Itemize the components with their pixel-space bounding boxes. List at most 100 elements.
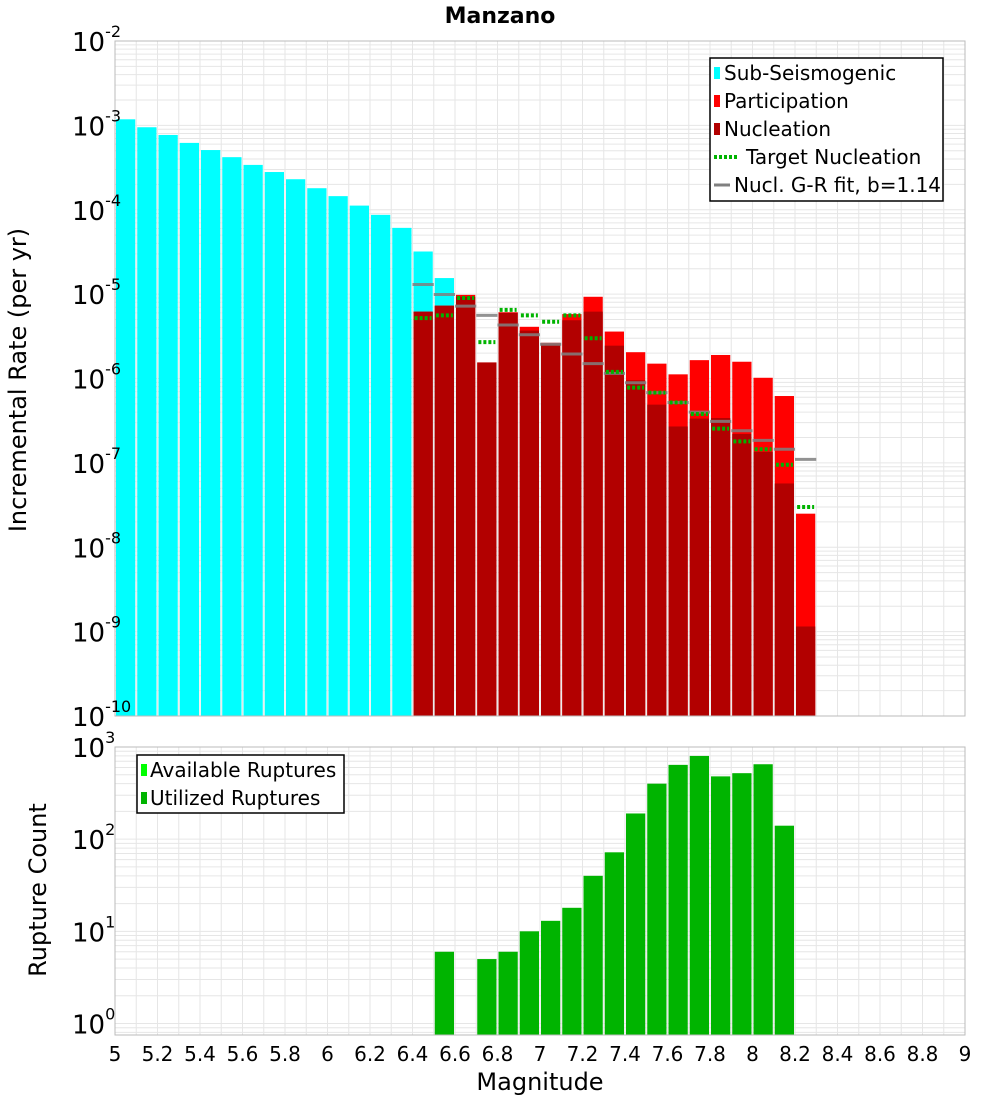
x-tick-label: 5.6 — [227, 1042, 259, 1066]
top-y-axis-label: Incremental Rate (per yr) — [4, 228, 32, 532]
utilized-ruptures-bar — [541, 920, 561, 1035]
y-tick-exponent: 2 — [105, 820, 115, 839]
sub-seismogenic-bar — [349, 205, 369, 716]
utilized-ruptures-bar — [753, 764, 773, 1035]
y-tick-exponent: -6 — [105, 360, 121, 379]
nucleation-bar — [477, 362, 497, 716]
sub-seismogenic-bar — [243, 164, 263, 716]
utilized-ruptures-bar — [668, 764, 688, 1035]
bottom-y-axis-label: Rupture Count — [24, 803, 52, 977]
top-plot-frame — [114, 40, 966, 717]
x-tick-label: 8.6 — [864, 1042, 896, 1066]
legend-label: Available Ruptures — [150, 758, 336, 782]
nucleation-bar — [774, 483, 794, 716]
utilized-ruptures-bar — [519, 931, 539, 1035]
sub-seismogenic-bar — [286, 179, 306, 716]
nucleation-bar — [689, 418, 709, 716]
utilized-ruptures-bar — [562, 907, 582, 1035]
y-tick-label: 10-3 — [72, 106, 121, 142]
legend-box — [136, 754, 345, 814]
utilized-ruptures-bar — [689, 755, 709, 1035]
utilized-ruptures-bar — [434, 951, 454, 1035]
nucleation-bar — [753, 451, 773, 716]
x-tick-label: 5 — [109, 1042, 122, 1066]
legend-box — [709, 57, 944, 202]
sub-seismogenic-bar — [158, 134, 178, 717]
x-tick-label: 6.8 — [482, 1042, 514, 1066]
rate-plot: 10-10 10-9 10-8 10-7 10-6 10-5 10-4 10-3 10-2 Sub… — [72, 22, 966, 733]
legend-label: Target Nucleation — [745, 145, 921, 169]
x-tick-label: 7.4 — [609, 1042, 641, 1066]
sub-seismogenic-bar — [371, 214, 391, 716]
y-tick-label: 10-5 — [72, 275, 121, 311]
sub-seismogenic-bar — [307, 188, 327, 717]
y-tick-label: 10-2 — [72, 22, 121, 58]
y-tick-exponent: -9 — [105, 613, 121, 632]
x-tick-label: 7 — [534, 1042, 547, 1066]
utilized-ruptures-bar — [774, 825, 794, 1035]
legend-label: Sub-Seismogenic — [724, 61, 896, 85]
sub-seismogenic-bar — [264, 172, 284, 716]
legend-label: Nucleation — [724, 117, 831, 141]
nucleation-bar — [541, 344, 561, 716]
y-tick-exponent: -5 — [105, 275, 121, 294]
nucleation-bar — [434, 305, 454, 716]
utilized-ruptures-bar — [498, 951, 518, 1035]
nucleation-bar — [456, 296, 476, 716]
y-tick-exponent: -7 — [105, 444, 121, 463]
x-tick-label: 5.4 — [184, 1042, 216, 1066]
utilized-ruptures-bar — [732, 773, 752, 1035]
y-tick-exponent: -2 — [105, 22, 121, 41]
y-tick-exponent: -3 — [105, 106, 121, 125]
x-tick-label: 7.8 — [694, 1042, 726, 1066]
bottom-plot-frame — [114, 746, 966, 1036]
nucleation-bar — [647, 404, 667, 716]
y-tick-label: 10-9 — [72, 613, 121, 649]
chart-title: Manzano — [445, 4, 556, 29]
legend-swatch — [714, 123, 720, 135]
legend-label: Participation — [724, 89, 849, 113]
legend-swatch — [714, 67, 720, 79]
utilized-ruptures-bar — [647, 783, 667, 1035]
legend-swatch — [141, 792, 147, 804]
sub-seismogenic-bar — [222, 157, 242, 717]
y-tick-exponent: -8 — [105, 528, 121, 547]
sub-seismogenic-bar — [328, 196, 348, 716]
nucleation-bar — [562, 320, 582, 716]
nucleation-bar — [498, 312, 518, 716]
legend-swatch — [141, 764, 147, 776]
x-tick-label: 6.6 — [439, 1042, 471, 1066]
legend-label: Nucl. G-R fit, b=1.14 — [734, 173, 941, 197]
nucleation-bar — [796, 626, 816, 716]
y-tick-label: 10-10 — [72, 697, 131, 733]
nucleation-bar — [519, 330, 539, 716]
y-tick-label: 10-8 — [72, 528, 121, 564]
x-tick-label: 6.2 — [354, 1042, 386, 1066]
y-tick-exponent: -10 — [105, 697, 131, 716]
x-tick-label: 8.8 — [907, 1042, 939, 1066]
nucleation-bar — [626, 380, 646, 716]
nucleation-bar — [583, 311, 603, 716]
x-tick-label: 9 — [959, 1042, 972, 1066]
nucleation-bar — [604, 345, 624, 716]
utilized-ruptures-bar — [583, 875, 603, 1035]
x-tick-label: 7.6 — [652, 1042, 684, 1066]
y-tick-label: 102 — [72, 820, 115, 856]
nucleation-bar — [413, 311, 433, 716]
nucleation-bar — [732, 433, 752, 716]
y-tick-exponent: 0 — [105, 1004, 115, 1023]
nucleation-bar — [711, 418, 731, 716]
sub-seismogenic-bar — [137, 127, 157, 716]
x-tick-label: 8 — [746, 1042, 759, 1066]
x-tick-label: 5.8 — [269, 1042, 301, 1066]
y-tick-label: 103 — [72, 728, 115, 764]
y-tick-exponent: 3 — [105, 728, 115, 747]
y-tick-label: 101 — [72, 912, 115, 948]
sub-seismogenic-bar — [179, 142, 199, 716]
legend-swatch — [714, 95, 720, 107]
sub-seismogenic-bar — [201, 150, 221, 716]
x-tick-label: 8.4 — [822, 1042, 854, 1066]
x-tick-label: 7.2 — [567, 1042, 599, 1066]
